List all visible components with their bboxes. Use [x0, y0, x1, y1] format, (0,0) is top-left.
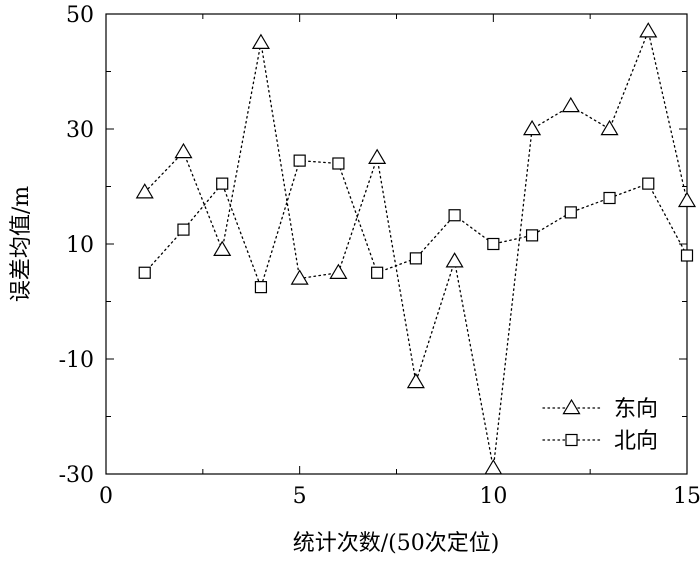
y-tick-label: 10	[66, 233, 94, 258]
data-point	[174, 142, 193, 159]
data-point	[639, 22, 658, 38]
data-point	[561, 96, 580, 113]
data-point	[448, 209, 461, 222]
x-tick-label: 10	[479, 484, 507, 509]
data-point	[677, 191, 697, 208]
data-point	[254, 281, 268, 294]
x-tick-label: 15	[673, 484, 700, 509]
x-axis-title: 统计次数/(50次定位)	[293, 531, 500, 556]
data-point	[564, 206, 577, 219]
data-point	[680, 249, 694, 262]
data-point	[603, 191, 616, 205]
data-point	[329, 263, 348, 279]
data-point	[371, 266, 384, 279]
series-layer	[135, 22, 697, 475]
series-line	[144, 29, 688, 469]
data-point	[138, 266, 151, 279]
y-axis-title: 误差均值/m	[9, 186, 34, 302]
data-point	[368, 148, 387, 164]
plot-frame	[105, 13, 688, 475]
y-tick-label: -30	[59, 463, 94, 488]
legend-marker	[562, 398, 581, 415]
data-point	[409, 252, 422, 265]
data-point	[642, 177, 655, 190]
data-point	[251, 33, 270, 49]
x-tick-label: 5	[293, 484, 307, 509]
data-point	[213, 240, 232, 256]
data-point	[290, 269, 309, 285]
data-point	[487, 237, 500, 251]
data-point	[523, 119, 542, 136]
data-point	[135, 183, 154, 199]
data-point	[600, 119, 619, 136]
legend-item: 北向	[542, 429, 658, 454]
axis-ticks	[105, 13, 688, 475]
data-point	[177, 223, 190, 236]
data-point	[525, 229, 539, 242]
y-tick-label: 50	[66, 3, 94, 28]
x-tick-label: 0	[99, 484, 113, 509]
y-tick-label: 30	[66, 118, 94, 143]
data-point	[406, 372, 425, 389]
legend-label: 北向	[614, 429, 658, 454]
data-point	[216, 177, 229, 190]
data-point	[445, 252, 464, 268]
legend-label: 东向	[614, 397, 658, 422]
y-tick-label: -10	[59, 348, 94, 373]
data-point	[484, 459, 503, 475]
legend-item: 东向	[542, 397, 658, 422]
legend-marker	[565, 433, 578, 447]
series-2	[138, 154, 694, 294]
axis-tick-labels: 0 5 10 15 -30 -10 10 30 50	[59, 3, 700, 509]
data-point	[332, 157, 345, 170]
series-1	[135, 22, 697, 475]
data-point	[293, 154, 306, 167]
